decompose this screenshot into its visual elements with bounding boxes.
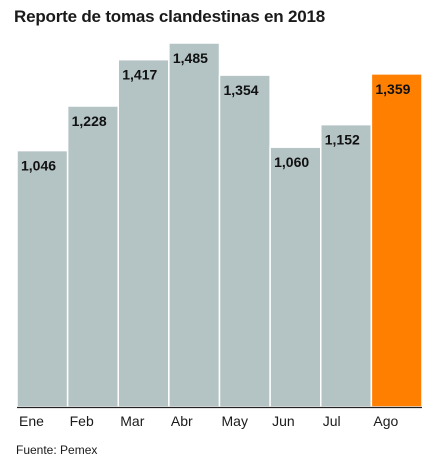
value-label-feb: 1,228	[72, 113, 107, 129]
bar-jun	[269, 146, 322, 408]
value-label-may: 1,354	[224, 82, 259, 98]
value-label-mar: 1,417	[122, 67, 157, 83]
x-tick-jun: Jun	[272, 413, 295, 429]
bar-may	[218, 74, 271, 408]
x-tick-feb: Feb	[70, 413, 94, 429]
value-labels-group: 1,046 1,228 1,417 1,485 1,354 1,060 1,152 1,359	[21, 50, 411, 174]
x-tick-mar: Mar	[120, 413, 144, 429]
value-label-jul: 1,152	[325, 132, 360, 148]
value-label-jun: 1,060	[274, 154, 309, 170]
value-label-abr: 1,485	[173, 50, 208, 66]
bar-feb	[66, 105, 119, 408]
x-tick-ene: Ene	[19, 413, 44, 429]
x-tick-abr: Abr	[171, 413, 193, 429]
bars-group	[16, 42, 423, 408]
bar-ago	[370, 73, 423, 408]
bar-mar	[117, 58, 170, 408]
source-note: Fuente: Pemex	[16, 443, 98, 457]
value-label-ene: 1,046	[21, 158, 56, 174]
bar-jul	[320, 123, 373, 408]
x-tick-labels-group: Ene Feb Mar Abr May Jun Jul Ago	[19, 413, 398, 429]
chart-title: Reporte de tomas clandestinas en 2018	[14, 7, 326, 26]
bar-abr	[168, 42, 221, 408]
x-tick-may: May	[222, 413, 248, 429]
bar-ene	[16, 149, 69, 408]
x-tick-jul: Jul	[323, 413, 341, 429]
value-label-ago: 1,359	[375, 81, 410, 97]
x-tick-ago: Ago	[373, 413, 398, 429]
